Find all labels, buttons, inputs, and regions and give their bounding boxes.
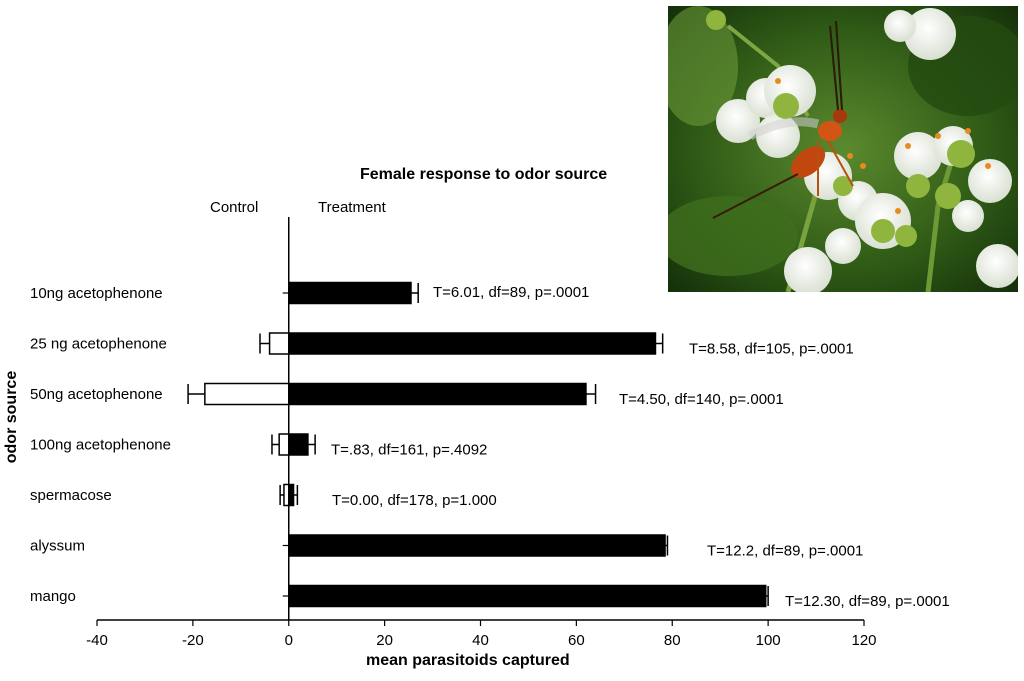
treatment-bar	[288, 584, 767, 608]
treatment-bar	[288, 534, 666, 557]
x-tick-label: -20	[182, 632, 204, 649]
x-tick-label: 40	[472, 632, 489, 649]
treatment-bar	[288, 382, 587, 406]
category-label: 25 ng acetophenone	[30, 336, 167, 353]
treatment-bar	[288, 483, 295, 507]
stat-annotation: T=8.58, df=105, p=.0001	[689, 341, 854, 358]
x-tick-label: 100	[756, 632, 781, 649]
treatment-bar	[288, 332, 657, 355]
category-label: mango	[30, 588, 76, 605]
x-tick-label: 120	[851, 632, 876, 649]
control-bar	[278, 433, 290, 456]
treatment-bar	[288, 433, 309, 456]
category-label: spermacose	[30, 487, 112, 504]
stat-annotation: T=12.30, df=89, p=.0001	[785, 593, 950, 610]
x-tick-label: 80	[664, 632, 681, 649]
chart-title: Female response to odor source	[360, 166, 608, 183]
category-label: 100ng acetophenone	[30, 437, 171, 454]
wasp-photo	[668, 6, 1018, 292]
x-tick-label: 20	[376, 632, 393, 649]
stat-annotation: T=4.50, df=140, p=.0001	[619, 391, 784, 408]
x-tick-label: 60	[568, 632, 585, 649]
category-label: alyssum	[30, 538, 85, 555]
stat-annotation: T=6.01, df=89, p=.0001	[433, 284, 589, 301]
x-tick-label: 0	[285, 632, 293, 649]
control-header: Control	[210, 199, 259, 216]
category-label: 10ng acetophenone	[30, 285, 163, 302]
x-axis-title: mean parasitoids captured	[366, 652, 570, 669]
x-tick-label: -40	[86, 632, 108, 649]
control-bar	[268, 332, 290, 355]
category-label: 50ng acetophenone	[30, 386, 163, 403]
treatment-header: Treatment	[318, 199, 386, 216]
stat-annotation: T=.83, df=161, p=.4092	[331, 442, 487, 459]
control-bar	[204, 382, 290, 406]
treatment-bar	[288, 281, 412, 305]
stat-annotation: T=0.00, df=178, p=1.000	[332, 492, 497, 509]
stat-annotation: T=12.2, df=89, p=.0001	[707, 543, 863, 560]
